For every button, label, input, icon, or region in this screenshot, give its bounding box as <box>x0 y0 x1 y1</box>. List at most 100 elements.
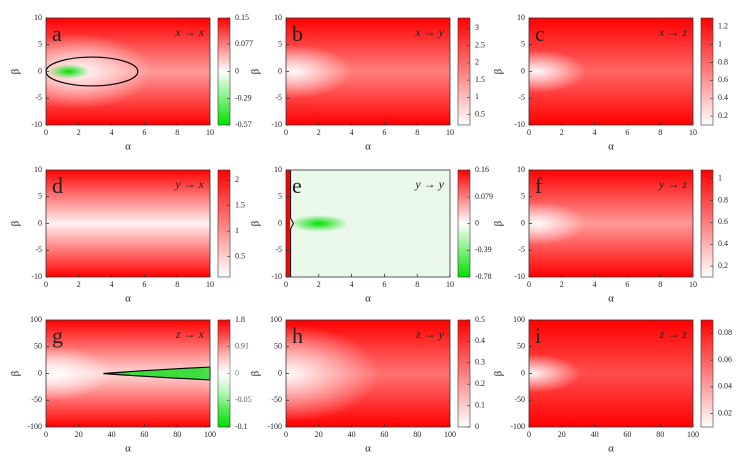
x-tick-label: 4 <box>110 128 114 137</box>
x-tick-label: 4 <box>350 128 354 137</box>
y-tick-label: 5 <box>38 192 42 201</box>
x-tick-label: 20 <box>75 430 83 439</box>
colorbar-tick-label: 0.5 <box>235 251 245 260</box>
panel-letter: b <box>292 21 303 46</box>
x-tick-label: 20 <box>558 430 566 439</box>
x-tick-label: 4 <box>350 280 354 289</box>
y-tick-label: -50 <box>271 395 282 404</box>
colorbar-tick-label: 0.1 <box>475 400 485 409</box>
y-tick-label: -10 <box>271 120 282 129</box>
x-tick-label: 0 <box>284 128 288 137</box>
y-tick-label: 0 <box>278 66 282 75</box>
y-tick-label: -5 <box>35 245 42 254</box>
colorbar <box>700 17 714 126</box>
panel-letter: h <box>292 323 303 348</box>
panel-title: y → x <box>174 177 204 191</box>
x-tick-label: 8 <box>658 128 662 137</box>
x-tick-label: 0 <box>527 430 531 439</box>
y-tick-label: -100 <box>510 422 525 431</box>
colorbar-tick-label: 0.3 <box>475 358 485 367</box>
x-tick-label: 40 <box>348 430 356 439</box>
heatmap-shading <box>488 202 587 245</box>
x-tick-label: 0 <box>527 128 531 137</box>
y-tick-label: 5 <box>278 40 282 49</box>
y-tick-label: -10 <box>31 120 42 129</box>
colorbar-tick-label: 0.6 <box>718 75 728 84</box>
x-axis-label: α <box>608 443 614 455</box>
colorbar-tick-label: 1.5 <box>475 75 485 84</box>
colorbar-tick-label: 3 <box>475 23 479 32</box>
colorbar-tick-label: 1.2 <box>718 22 728 31</box>
y-axis-label: β <box>493 370 505 376</box>
panel-title: z → y <box>415 327 445 341</box>
y-tick-label: -100 <box>267 422 282 431</box>
colorbar-tick-label: 0.02 <box>718 408 732 417</box>
colorbar-tick-label: 0.15 <box>235 13 249 22</box>
x-tick-label: 0 <box>284 280 288 289</box>
y-tick-label: 100 <box>513 315 525 324</box>
y-tick-label: -10 <box>31 272 42 281</box>
panel-title: x → x <box>174 25 204 39</box>
x-tick-label: 100 <box>444 430 456 439</box>
colorbar-tick-label: 0.4 <box>718 239 728 248</box>
x-tick-label: 10 <box>689 128 697 137</box>
heatmap-shading <box>47 64 91 79</box>
colorbar <box>217 169 231 278</box>
colorbar-tick-label: 0.2 <box>718 261 728 270</box>
x-tick-label: 10 <box>206 128 214 137</box>
x-tick-label: 8 <box>415 128 419 137</box>
y-tick-label: 0 <box>38 368 42 377</box>
y-tick-label: 0 <box>278 368 282 377</box>
x-axis-label: α <box>125 141 131 153</box>
y-tick-label: 0 <box>521 66 525 75</box>
x-axis-label: α <box>608 141 614 153</box>
colorbar-tick-label: 0.06 <box>718 355 732 364</box>
y-tick-label: 5 <box>38 40 42 49</box>
panel-title: z → z <box>659 327 688 341</box>
colorbar-tick-label: 0.2 <box>718 111 728 120</box>
colorbar-tick-label: 0.6 <box>718 217 728 226</box>
x-tick-label: 4 <box>110 280 114 289</box>
colorbar-tick-label: -0.57 <box>235 120 252 129</box>
y-tick-label: -5 <box>275 245 282 254</box>
heatmap-shading <box>0 346 112 401</box>
y-axis-label: β <box>250 220 262 226</box>
x-tick-label: 6 <box>382 280 386 289</box>
colorbar-tick-label: 1.8 <box>235 315 245 324</box>
x-tick-label: 100 <box>687 430 699 439</box>
y-tick-label: 10 <box>274 165 282 174</box>
y-tick-label: 10 <box>34 13 42 22</box>
colorbar-tick-label: -0.78 <box>475 272 492 281</box>
colorbar-tick-label: 0.8 <box>718 57 728 66</box>
x-tick-label: 2 <box>317 128 321 137</box>
x-tick-label: 8 <box>175 128 179 137</box>
x-tick-label: 10 <box>206 280 214 289</box>
y-tick-label: 0 <box>521 218 525 227</box>
y-tick-label: -5 <box>275 93 282 102</box>
colorbar-tick-label: 2 <box>235 175 239 184</box>
y-tick-label: -50 <box>514 395 525 404</box>
colorbar-tick-label: 0.04 <box>718 382 732 391</box>
y-tick-label: 5 <box>521 40 525 49</box>
x-tick-label: 6 <box>625 128 629 137</box>
colorbar-tick-label: 0 <box>475 218 479 227</box>
panel-letter: d <box>52 173 63 198</box>
y-tick-label: 50 <box>517 342 525 351</box>
x-tick-label: 60 <box>380 430 388 439</box>
panel-title: z → x <box>175 327 205 341</box>
x-axis-label: α <box>125 443 131 455</box>
x-tick-label: 100 <box>204 430 216 439</box>
colorbar-tick-label: 1 <box>475 92 479 101</box>
x-axis-label: α <box>365 443 371 455</box>
y-tick-label: 5 <box>278 192 282 201</box>
y-tick-label: -100 <box>27 422 42 431</box>
y-axis-label: β <box>10 220 22 226</box>
y-axis-label: β <box>10 370 22 376</box>
colorbar-tick-label: -0.39 <box>475 245 492 254</box>
x-tick-label: 0 <box>527 280 531 289</box>
y-tick-label: 100 <box>270 315 282 324</box>
heatmap-shading <box>46 170 210 277</box>
x-tick-label: 10 <box>689 280 697 289</box>
colorbar <box>457 319 471 428</box>
x-tick-label: 40 <box>591 430 599 439</box>
